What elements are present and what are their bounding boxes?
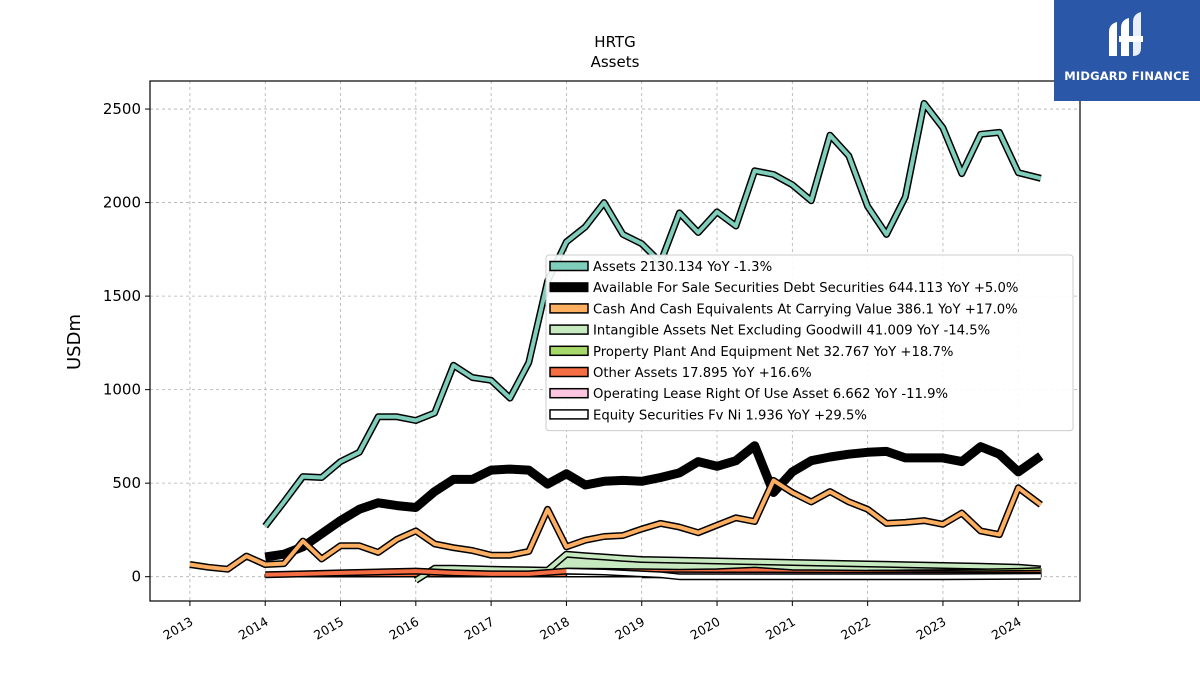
intangible-assets-net-excluding-goodwill-line	[414, 552, 1041, 583]
legend-swatch-property-plant-and-equipment-net	[549, 345, 589, 357]
y-tick-label: 1000	[103, 381, 141, 399]
equity-securities-fv-ni-line	[566, 569, 1041, 579]
brand-name: MIDGARD FINANCE	[1064, 69, 1190, 83]
y-tick-label: 2000	[103, 194, 141, 212]
legend-box	[545, 254, 1074, 432]
legend-swatch-other-assets	[549, 366, 589, 378]
x-tick-label: 2015	[311, 614, 346, 643]
legend-label-property-plant-and-equipment-net: Property Plant And Equipment Net 32.767 …	[593, 345, 953, 360]
x-tick-label: 2013	[160, 614, 195, 643]
cash-and-cash-equivalents-at-carrying-value-line	[189, 478, 1043, 572]
chart-subtitle: Assets	[591, 53, 640, 71]
x-tick-label: 2023	[913, 614, 948, 643]
legend-swatch-operating-lease-right-of-use-asset	[549, 387, 589, 399]
x-tick-label: 2021	[763, 614, 798, 643]
series-lines	[189, 99, 1044, 584]
y-axis-label: USDm	[64, 314, 85, 370]
legend-swatch-intangible-assets-net-excluding-goodwill	[549, 324, 589, 335]
available-for-sale-securities-debt-securities-line	[264, 441, 1044, 562]
x-tick-label: 2024	[989, 614, 1024, 643]
midgard-logo-icon	[1109, 12, 1143, 56]
legend-swatch-cash-and-cash-equivalents-at-carrying-value	[549, 303, 589, 314]
legend-swatch-assets	[549, 260, 589, 272]
legend: Assets 2130.134 YoY -1.3% Available For S…	[545, 254, 1074, 432]
x-tick-label: 2020	[688, 614, 723, 643]
legend-label-intangible-assets-net-excluding-goodwill: Intangible Assets Net Excluding Goodwill…	[593, 324, 990, 339]
legend-swatch-equity-securities-fv-ni	[549, 409, 589, 420]
legend-label-equity-securities-fv-ni: Equity Securities Fv Ni 1.936 YoY +29.5%	[593, 408, 867, 423]
legend-label-operating-lease-right-of-use-asset: Operating Lease Right Of Use Asset 6.662…	[593, 387, 948, 402]
brand-logo: MIDGARD FINANCE	[1054, 0, 1200, 101]
x-tick-label: 2016	[386, 614, 421, 643]
x-tick-label: 2019	[612, 614, 647, 643]
chart-title: HRTG	[594, 33, 635, 51]
y-tick-label: 500	[112, 474, 141, 492]
legend-swatch-available-for-sale-securities-debt-securities	[549, 282, 589, 293]
x-tick-label: 2018	[537, 614, 572, 643]
legend-label-available-for-sale-securities-debt-securities: Available For Sale Securities Debt Secur…	[593, 281, 1018, 296]
x-tick-label: 2014	[236, 614, 271, 643]
legend-label-assets: Assets 2130.134 YoY -1.3%	[593, 260, 772, 275]
y-tick-label: 2500	[103, 100, 141, 118]
y-tick-label: 1500	[103, 287, 141, 305]
y-tick-label: 0	[131, 568, 141, 586]
assets-line	[263, 101, 1042, 528]
legend-label-other-assets: Other Assets 17.895 YoY +16.6%	[593, 366, 812, 381]
x-tick-label: 2022	[838, 614, 873, 643]
legend-label-cash-and-cash-equivalents-at-carrying-value: Cash And Cash Equivalents At Carrying Va…	[593, 302, 1018, 317]
plot-frame	[149, 80, 1081, 602]
x-tick-label: 2017	[462, 614, 497, 643]
